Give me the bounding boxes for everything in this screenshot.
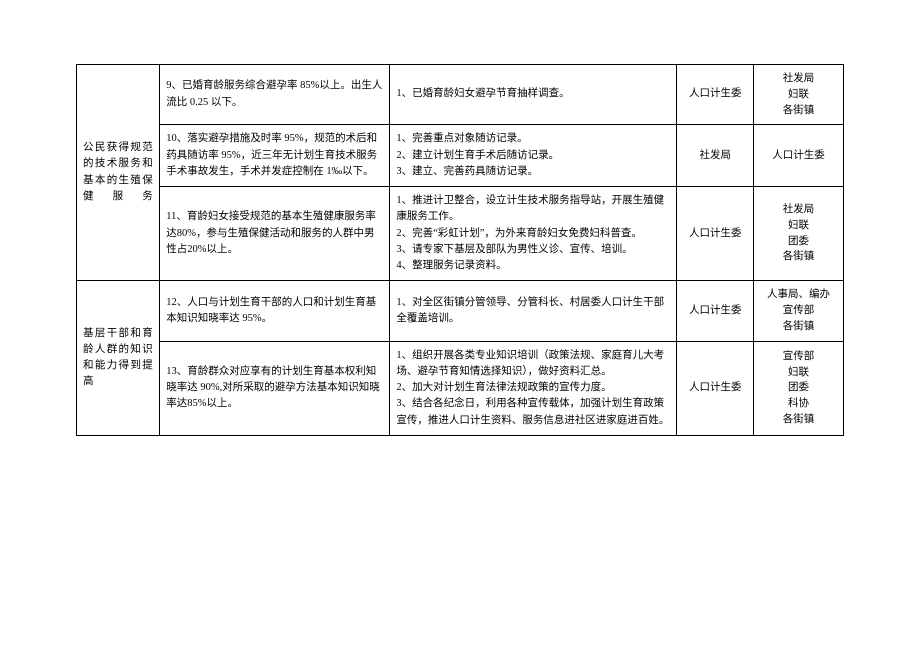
indicator-cell: 13、育龄群众对应享有的计划生育基本权利知晓率达 90%,对所采取的避孕方法基本… [160,341,390,435]
assist-cell: 社发局 妇联 团委 各街镇 [754,187,844,281]
indicator-cell: 10、落实避孕措施及时率 95%，规范的术后和药具随访率 95%，近三年无计划生… [160,125,390,187]
table-row: 10、落实避孕措施及时率 95%，规范的术后和药具随访率 95%，近三年无计划生… [77,125,844,187]
assist-cell: 宣传部 妇联 团委 科协 各街镇 [754,341,844,435]
assist-cell: 人事局、编办 宣传部 各街镇 [754,281,844,341]
lead-cell: 人口计生委 [677,65,754,125]
measures-cell: 1、完善重点对象随访记录。2、建立计划生育手术后随访记录。3、建立、完善药具随访… [390,125,677,187]
policy-table: 公民获得规范的技术服务和基本的生殖保健服务 9、已婚育龄服务综合避孕率 85%以… [76,64,844,436]
table-row: 13、育龄群众对应享有的计划生育基本权利知晓率达 90%,对所采取的避孕方法基本… [77,341,844,435]
assist-cell: 社发局 妇联 各街镇 [754,65,844,125]
measures-cell: 1、已婚育龄妇女避孕节育抽样调查。 [390,65,677,125]
measures-cell: 1、对全区街镇分管领导、分管科长、村居委人口计生干部全覆盖培训。 [390,281,677,341]
lead-cell: 人口计生委 [677,187,754,281]
lead-cell: 社发局 [677,125,754,187]
indicator-cell: 11、育龄妇女接受规范的基本生殖健康服务率达80%，参与生殖保健活动和服务的人群… [160,187,390,281]
group-label: 基层干部和育龄人群的知识和能力得到提高 [77,281,160,436]
measures-cell: 1、推进计卫整合，设立计生技术服务指导站，开展生殖健康服务工作。2、完善“彩虹计… [390,187,677,281]
group-label: 公民获得规范的技术服务和基本的生殖保健服务 [77,65,160,281]
lead-cell: 人口计生委 [677,281,754,341]
table-row: 公民获得规范的技术服务和基本的生殖保健服务 9、已婚育龄服务综合避孕率 85%以… [77,65,844,125]
indicator-cell: 12、人口与计划生育干部的人口和计划生育基本知识知晓率达 95%。 [160,281,390,341]
assist-cell: 人口计生委 [754,125,844,187]
measures-cell: 1、组织开展各类专业知识培训（政策法规、家庭育儿大考场、避孕节育知情选择知识），… [390,341,677,435]
lead-cell: 人口计生委 [677,341,754,435]
table-row: 基层干部和育龄人群的知识和能力得到提高 12、人口与计划生育干部的人口和计划生育… [77,281,844,341]
table-row: 11、育龄妇女接受规范的基本生殖健康服务率达80%，参与生殖保健活动和服务的人群… [77,187,844,281]
indicator-cell: 9、已婚育龄服务综合避孕率 85%以上。出生人流比 0.25 以下。 [160,65,390,125]
